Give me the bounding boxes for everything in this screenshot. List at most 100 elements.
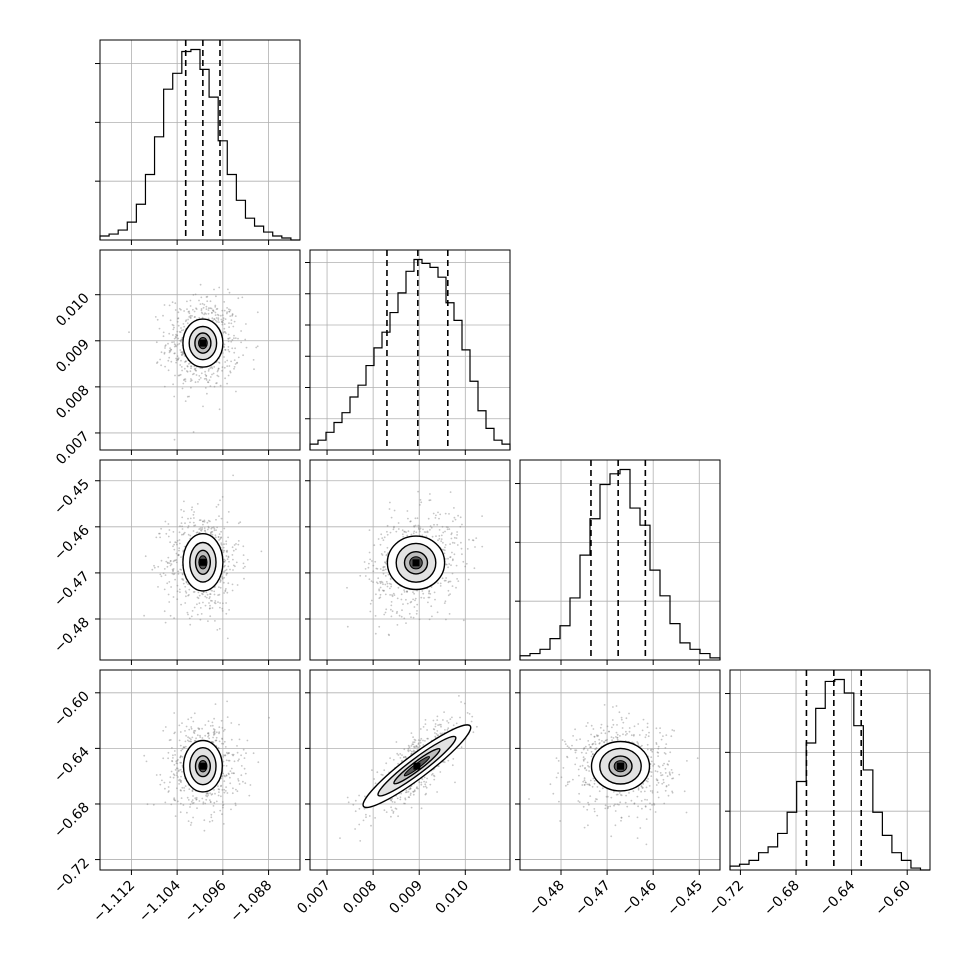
scatter-point xyxy=(208,602,210,604)
scatter-point xyxy=(167,593,170,596)
scatter-point xyxy=(405,531,407,534)
scatter-point xyxy=(176,598,179,601)
scatter-point xyxy=(390,585,393,588)
scatter-point xyxy=(198,800,201,802)
scatter-point xyxy=(412,598,414,601)
scatter-point xyxy=(190,727,193,730)
scatter-point xyxy=(172,328,175,331)
panel-frame xyxy=(309,669,511,871)
scatter-point xyxy=(408,796,411,799)
scatter-point xyxy=(170,770,173,773)
scatter-point xyxy=(583,826,586,829)
scatter-point xyxy=(199,736,202,738)
scatter-point xyxy=(183,379,185,381)
scatter-point xyxy=(566,781,569,784)
scatter-point xyxy=(456,578,458,580)
scatter-point xyxy=(175,767,178,770)
scatter-point xyxy=(440,540,443,543)
scatter-point xyxy=(417,742,420,745)
scatter-point xyxy=(200,311,203,314)
scatter-point xyxy=(557,760,560,762)
scatter-panel-2-3 xyxy=(519,669,721,871)
scatter-point xyxy=(461,523,463,526)
scatter-point xyxy=(199,529,202,531)
scatter-point xyxy=(620,718,623,721)
scatter-point xyxy=(194,524,197,527)
scatter-point xyxy=(220,536,223,539)
scatter-point xyxy=(205,596,208,599)
scatter-point xyxy=(172,776,175,779)
scatter-point xyxy=(191,506,194,509)
scatter-point xyxy=(201,592,203,595)
scatter-point xyxy=(179,756,182,759)
scatter-point xyxy=(618,792,621,794)
scatter-point xyxy=(183,500,185,503)
scatter-point xyxy=(198,727,201,730)
scatter-point xyxy=(383,769,386,772)
scatter-point xyxy=(412,790,414,793)
scatter-point xyxy=(422,726,425,728)
scatter-point xyxy=(433,591,436,594)
scatter-point xyxy=(616,736,619,739)
scatter-point xyxy=(170,803,173,806)
scatter-point xyxy=(204,373,207,376)
scatter-point xyxy=(378,597,381,600)
scatter-point xyxy=(468,538,470,541)
scatter-point xyxy=(612,723,615,726)
scatter-point xyxy=(193,372,195,375)
scatter-point xyxy=(568,746,570,749)
scatter-point xyxy=(392,758,395,761)
scatter-point xyxy=(589,779,592,782)
scatter-point xyxy=(213,732,216,735)
scatter-point xyxy=(226,558,229,560)
scatter-point xyxy=(177,553,180,556)
scatter-point xyxy=(646,780,649,783)
scatter-point xyxy=(686,760,688,762)
scatter-point xyxy=(390,583,392,586)
scatter-point xyxy=(207,720,210,723)
scatter-point xyxy=(661,782,664,785)
scatter-point xyxy=(598,790,601,793)
scatter-point xyxy=(368,551,371,554)
scatter-point xyxy=(175,552,178,555)
scatter-point xyxy=(383,566,386,568)
density-peak xyxy=(413,762,421,770)
scatter-point xyxy=(446,729,449,731)
scatter-point xyxy=(160,527,163,530)
scatter-point xyxy=(407,749,409,752)
scatter-point xyxy=(375,581,378,584)
scatter-point xyxy=(223,327,226,330)
scatter-point xyxy=(664,772,667,774)
scatter-point xyxy=(389,578,392,581)
scatter-point xyxy=(205,379,208,381)
scatter-point xyxy=(222,754,225,757)
scatter-point xyxy=(582,748,585,751)
scatter-point xyxy=(205,591,208,594)
scatter-point xyxy=(166,565,169,568)
scatter-point xyxy=(412,736,414,738)
scatter-point xyxy=(221,742,223,745)
scatter-point xyxy=(199,607,202,609)
scatter-point xyxy=(177,317,180,319)
scatter-point xyxy=(407,747,410,750)
scatter-point xyxy=(163,568,166,570)
scatter-point xyxy=(346,586,348,589)
scatter-point xyxy=(591,753,594,756)
scatter-point xyxy=(441,577,444,580)
scatter-point xyxy=(583,747,586,750)
scatter-point xyxy=(410,616,412,619)
scatter-point xyxy=(381,554,384,556)
scatter-point xyxy=(671,790,673,793)
scatter-point xyxy=(596,786,599,788)
scatter-point xyxy=(416,746,418,748)
scatter-point xyxy=(392,810,395,813)
scatter-point xyxy=(405,789,408,792)
scatter-point xyxy=(172,596,175,598)
scatter-point xyxy=(181,573,184,576)
scatter-point xyxy=(260,550,263,553)
scatter-point xyxy=(407,744,410,747)
scatter-point xyxy=(659,772,662,774)
scatter-point xyxy=(399,753,402,755)
